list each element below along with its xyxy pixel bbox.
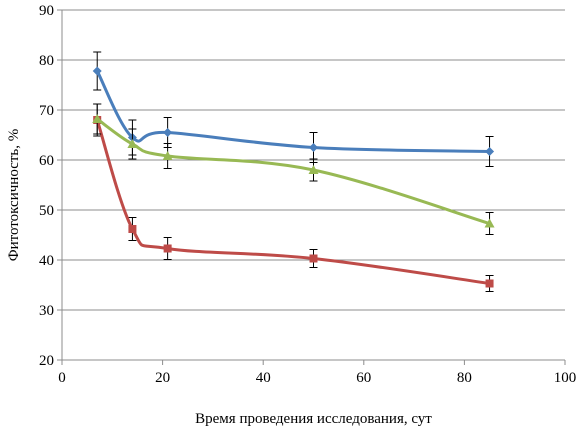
data-point [163, 244, 172, 253]
y-tick-label: 20 [39, 353, 54, 369]
data-point [309, 143, 318, 152]
data-point [128, 225, 137, 233]
y-tick-label: 70 [39, 103, 54, 119]
x-tick-label: 40 [256, 370, 271, 386]
data-point [163, 128, 173, 137]
x-tick-label: 60 [356, 370, 371, 386]
series-line [95, 118, 492, 285]
y-tick-label: 60 [39, 153, 54, 169]
series-line [95, 117, 492, 225]
series-line [95, 69, 492, 153]
x-tick-label: 20 [155, 370, 170, 386]
y-tick-label: 50 [39, 203, 54, 219]
data-point [485, 147, 495, 156]
x-tick-label: 0 [58, 370, 66, 386]
data-point [92, 114, 103, 123]
data-point [127, 139, 138, 148]
y-tick-label: 40 [39, 253, 54, 269]
data-point [92, 66, 102, 76]
data-point [308, 165, 319, 174]
y-tick-label: 30 [39, 303, 54, 319]
series-group [92, 51, 495, 292]
y-tick-label: 90 [39, 3, 54, 19]
data-point [162, 151, 173, 160]
data-point [485, 279, 494, 288]
y-tick-label: 80 [39, 53, 54, 69]
data-point [309, 254, 318, 263]
y-tick-labels: 20 30 40 50 60 70 80 90 [39, 3, 54, 369]
series-1 [92, 51, 495, 167]
data-point [484, 218, 495, 228]
y-axis-label: Фитотоксичность, % [6, 129, 22, 262]
x-tick-label: 80 [457, 370, 472, 386]
x-tick-label: 100 [554, 370, 577, 386]
series-3 [92, 103, 495, 235]
x-axis-label: Время проведения исследования, сут [195, 411, 432, 427]
gridlines [62, 9, 565, 311]
x-tick-labels: 0 20 40 60 80 100 [58, 370, 576, 386]
axes [57, 9, 566, 365]
